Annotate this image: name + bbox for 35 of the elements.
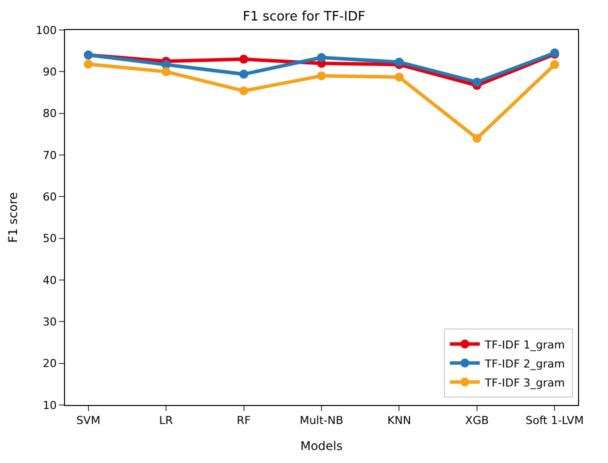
- x-tick-label: Soft 1-LVM: [526, 414, 584, 428]
- y-tick-label: 80: [42, 107, 57, 120]
- y-tick-label: 20: [42, 357, 57, 370]
- y-tick-label: 40: [42, 274, 57, 287]
- y-tick-label: 10: [42, 398, 57, 412]
- y-tick-label: 100: [36, 24, 57, 37]
- x-axis-title: Models: [300, 439, 343, 454]
- y-axis-title: F1 score: [6, 192, 20, 243]
- legend-label: TF-IDF 2_gram: [484, 357, 565, 370]
- x-tick-label: XGB: [465, 414, 489, 428]
- y-tick-label: 90: [42, 66, 57, 79]
- point: [239, 70, 248, 79]
- x-tick-label: Mult-NB: [300, 414, 344, 428]
- point: [394, 58, 404, 67]
- y-tick-label: 50: [42, 232, 57, 246]
- point: [162, 67, 171, 76]
- y-tick-label: 70: [42, 148, 57, 162]
- y-tick-label: 30: [42, 316, 57, 329]
- point: [550, 60, 560, 70]
- x-tick-label: LR: [159, 414, 174, 428]
- point: [472, 134, 482, 143]
- legend-label: TF-IDF 3_gram: [484, 376, 565, 390]
- point: [472, 78, 482, 87]
- point: [239, 86, 248, 96]
- point: [394, 72, 404, 82]
- x-tick-label: SVM: [76, 414, 100, 428]
- x-tick-label: KNN: [387, 414, 412, 428]
- point: [239, 54, 248, 64]
- x-tick-label: RF: [236, 414, 251, 428]
- y-tick-label: 60: [42, 190, 57, 204]
- point: [317, 71, 326, 80]
- point: [84, 60, 93, 69]
- legend-label: TF-IDF 1_gram: [484, 338, 565, 352]
- chart-title: F1 score for TF-IDF: [242, 10, 366, 25]
- point: [317, 53, 326, 62]
